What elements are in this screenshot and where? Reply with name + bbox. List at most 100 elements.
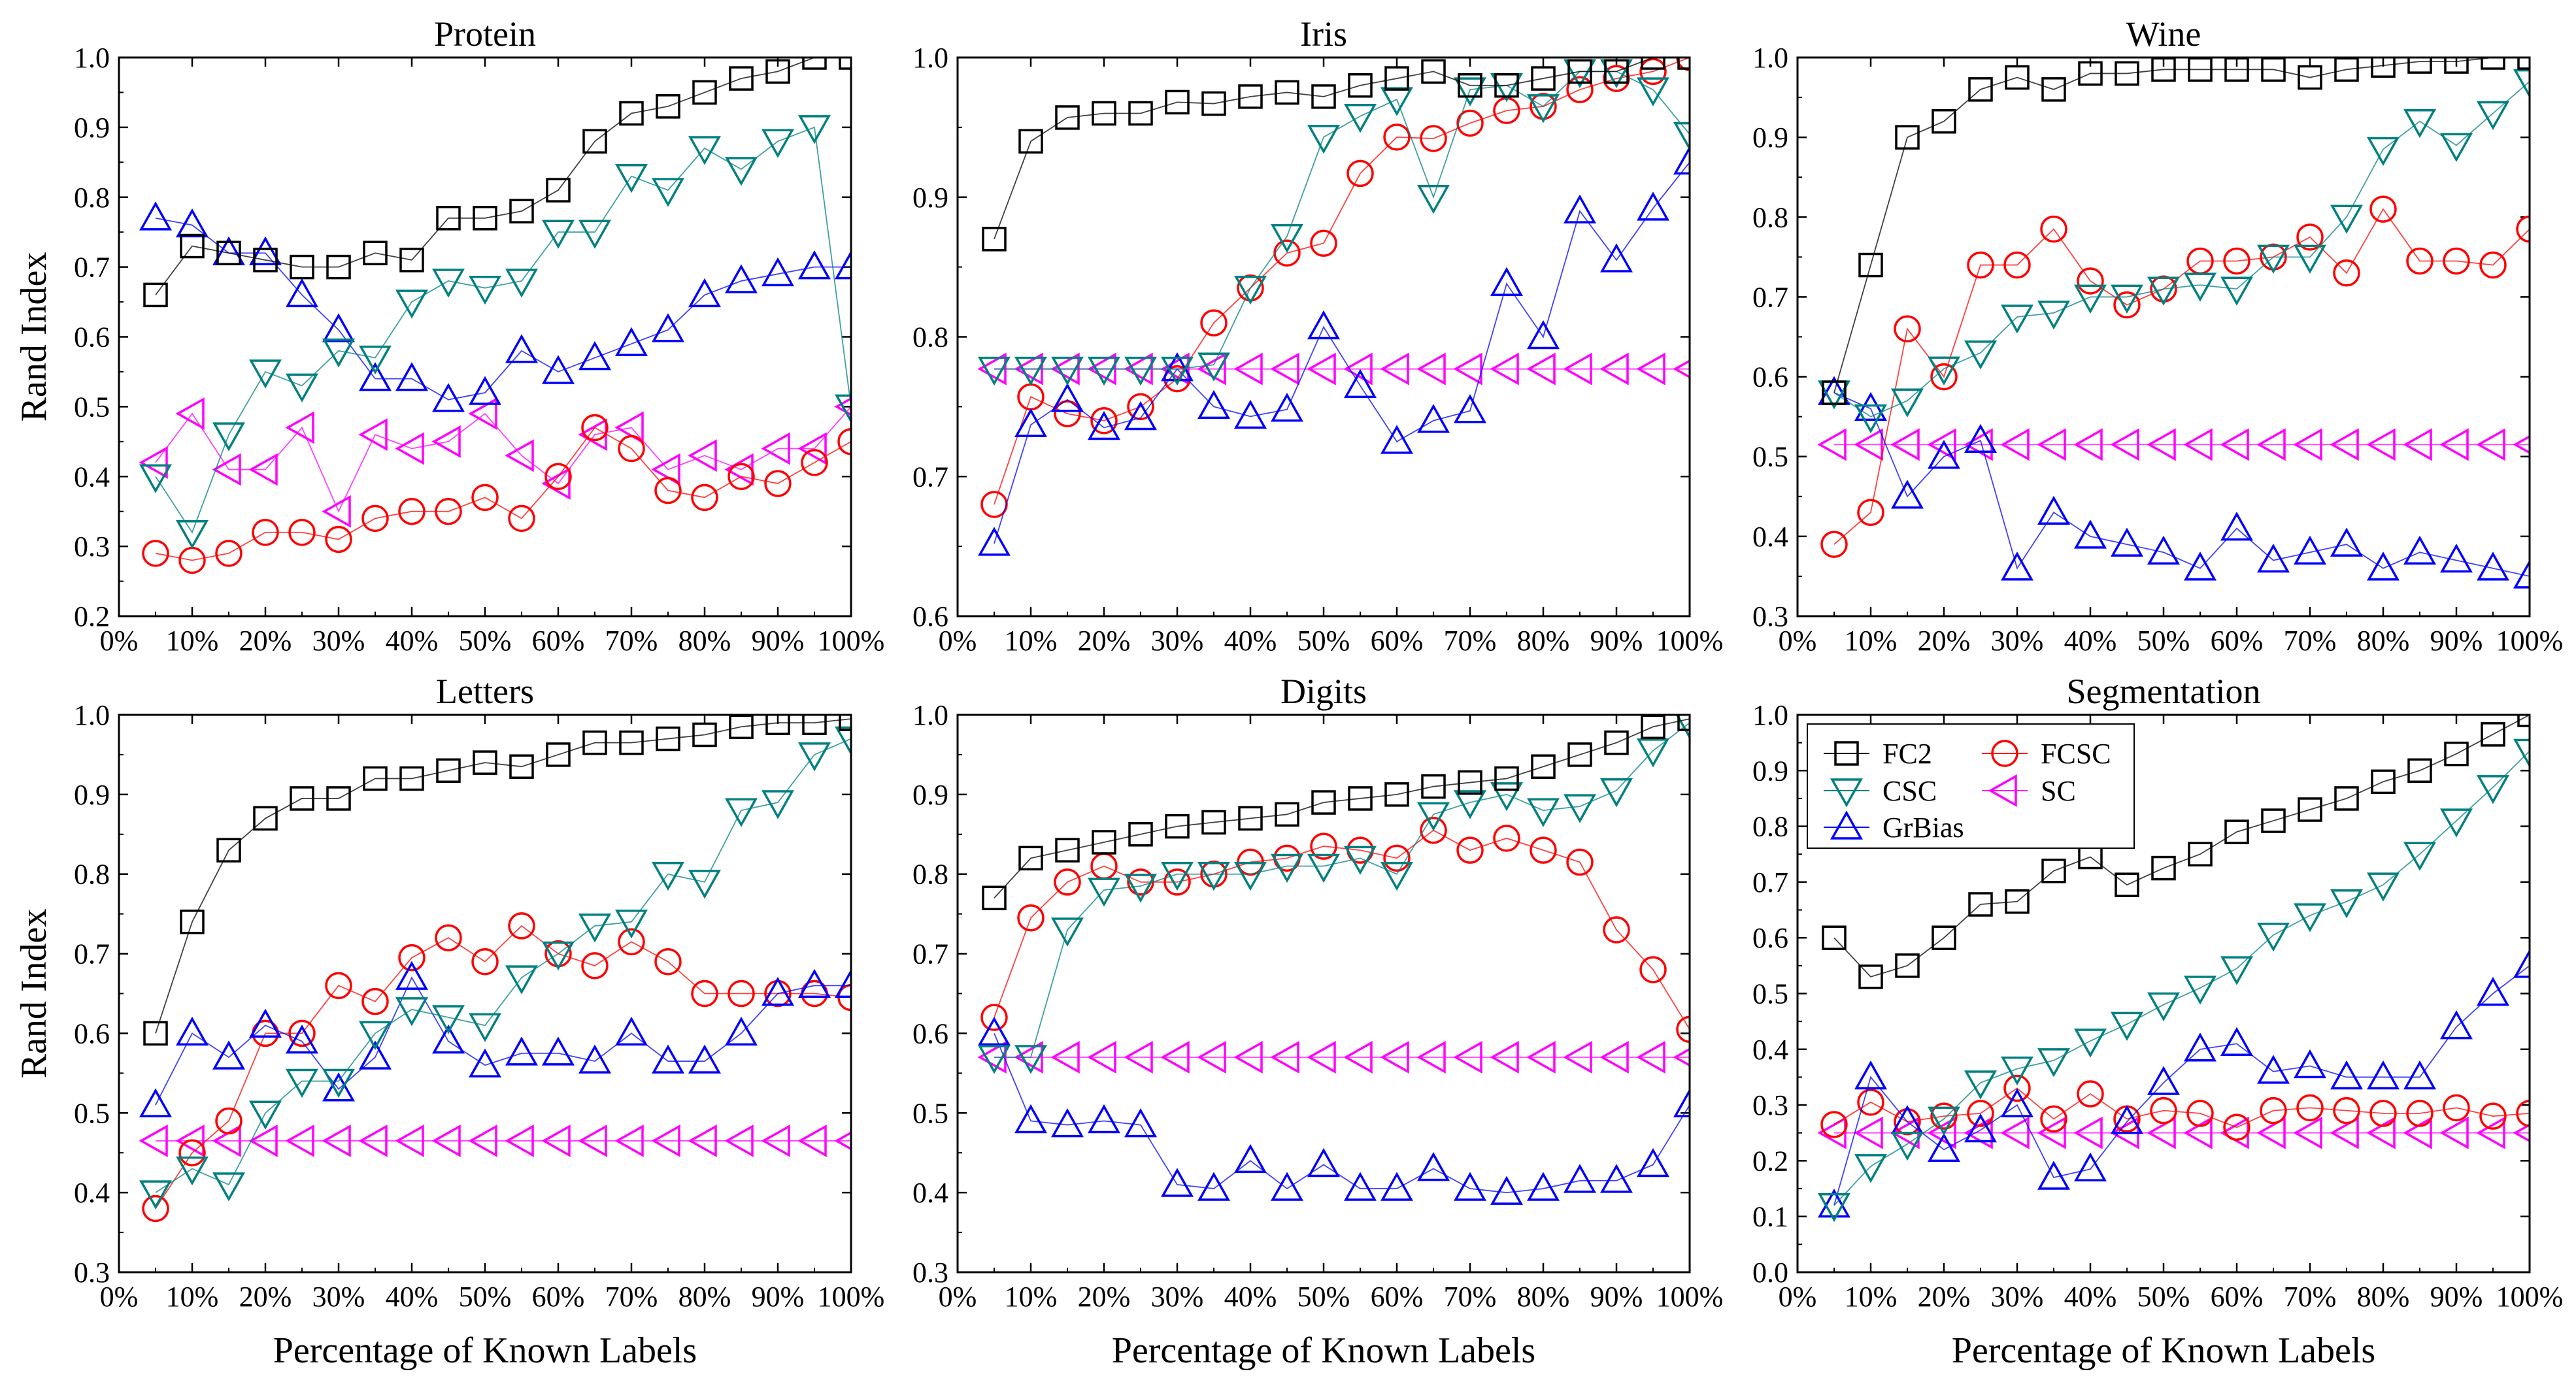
- data-point-fc2: [2481, 722, 2505, 747]
- x-tick-label: 100%: [2496, 625, 2564, 657]
- panel-frame: [118, 714, 852, 1274]
- x-tick-label: 20%: [1918, 1281, 1971, 1313]
- data-point-fcsc: [1857, 499, 1884, 526]
- y-axis-label: Rand Index: [14, 909, 54, 1079]
- data-point-grbias: [1161, 1168, 1194, 1197]
- data-point-csc: [505, 269, 538, 298]
- data-point-sc: [395, 432, 424, 465]
- y-tick-label: 1.0: [912, 42, 948, 74]
- data-point-grbias: [1600, 1164, 1633, 1193]
- data-point-fcsc: [2040, 215, 2067, 243]
- data-point-fc2: [1384, 66, 1409, 91]
- data-point-sc: [248, 1124, 278, 1157]
- data-point-grbias: [1854, 391, 1887, 421]
- data-point-fc2: [729, 66, 754, 91]
- data-point-csc: [2220, 276, 2253, 306]
- data-point-fc2: [216, 838, 241, 863]
- x-tick-label: 60%: [2211, 625, 2264, 657]
- data-point-fcsc: [1310, 229, 1337, 257]
- data-point-csc: [2403, 108, 2436, 139]
- data-point-csc: [1051, 917, 1084, 947]
- data-point-grbias: [1637, 191, 1669, 221]
- panel-iris: Iris 0% 10% 20% 30% 40% 50% 60% 70% 80% 90% 100% 0.6…: [912, 14, 1723, 657]
- data-point-grbias: [1051, 383, 1084, 412]
- data-point-grbias: [2477, 551, 2509, 581]
- x-tick-label: 60%: [1371, 625, 1424, 657]
- data-point-grbias: [2330, 527, 2363, 557]
- data-point-fc2: [1055, 838, 1080, 863]
- data-point-fcsc: [1493, 825, 1520, 852]
- data-point-fcsc: [1566, 848, 1594, 876]
- legend-label-fc2: FC2: [1882, 738, 1932, 770]
- data-point-sc: [1050, 1040, 1080, 1074]
- data-point-sc: [1526, 352, 1556, 386]
- data-point-grbias: [978, 527, 1011, 556]
- panel-segmentation: Segmentation 0% 10% 20% 30% 40% 50% 60% 70% 80% 90…: [1752, 672, 2563, 1371]
- data-point-csc: [1527, 94, 1560, 123]
- y-tick-label: 1.0: [74, 699, 110, 731]
- data-point-grbias: [1928, 1132, 1960, 1162]
- data-point-sc: [2147, 428, 2176, 461]
- data-point-csc: [2330, 205, 2363, 234]
- y-tick-label: 0.4: [1752, 1034, 1788, 1066]
- data-point-grbias: [139, 201, 172, 231]
- data-point-fc2: [1018, 846, 1043, 871]
- data-point-fcsc: [728, 463, 755, 490]
- data-point-sc: [175, 397, 205, 431]
- x-tick-label: 100%: [1656, 1281, 1724, 1313]
- data-point-sc: [285, 411, 314, 444]
- y-tick-label: 0.8: [912, 859, 948, 891]
- data-point-csc: [505, 965, 538, 995]
- data-point-csc: [1854, 404, 1887, 434]
- series-grbias: [139, 961, 851, 1117]
- data-point-sc: [1563, 1040, 1592, 1074]
- panel-frame: [118, 56, 852, 617]
- data-point-fc2: [2298, 797, 2322, 822]
- data-point-sc: [797, 432, 827, 465]
- data-point-fc2: [1968, 892, 1993, 917]
- x-tick-label: 50%: [459, 1281, 512, 1313]
- data-point-sc: [1817, 1116, 1847, 1149]
- data-point-fcsc: [398, 944, 426, 972]
- plot-area: [139, 58, 851, 574]
- data-point-sc: [2366, 428, 2396, 461]
- data-point-csc: [652, 861, 684, 891]
- data-point-fcsc: [2186, 1100, 2214, 1127]
- data-point-fcsc: [837, 428, 851, 455]
- data-point-csc: [286, 1068, 318, 1098]
- y-axis-label: Rand Index: [14, 252, 54, 422]
- x-tick-label: 90%: [2430, 1281, 2483, 1313]
- series-csc: [1818, 69, 2530, 434]
- data-point-fc2: [473, 750, 497, 775]
- x-tick-label: 30%: [1151, 625, 1204, 657]
- y-tick-label: 0.8: [1752, 811, 1788, 843]
- series-csc: [139, 115, 851, 550]
- data-point-csc: [1197, 352, 1230, 382]
- y-tick-label: 0.9: [912, 182, 948, 214]
- data-point-fcsc: [361, 504, 389, 533]
- x-tick-label: 40%: [2064, 625, 2117, 657]
- data-point-fc2: [2407, 758, 2432, 783]
- data-point-csc: [432, 1005, 465, 1034]
- y-tick-label: 0.2: [1752, 1145, 1788, 1177]
- series-csc: [139, 726, 851, 1209]
- x-tick-label: 80%: [1517, 1281, 1570, 1313]
- x-tick-label: 30%: [1991, 1281, 2044, 1313]
- data-point-fcsc: [215, 540, 243, 567]
- data-point-grbias: [798, 250, 831, 280]
- data-point-fcsc: [2003, 251, 2031, 279]
- series-line-fcsc: [994, 58, 1690, 505]
- data-point-grbias: [1454, 394, 1486, 423]
- data-point-fcsc: [1420, 125, 1447, 152]
- data-point-fcsc: [1347, 159, 1374, 188]
- x-tick-label: 70%: [2284, 1281, 2337, 1313]
- data-point-fcsc: [2223, 247, 2250, 275]
- data-point-grbias: [395, 362, 428, 391]
- data-point-sc: [1854, 428, 1883, 461]
- series-line-fc2: [155, 718, 851, 1034]
- data-point-csc: [1964, 340, 1997, 370]
- data-point-grbias: [1564, 1164, 1596, 1193]
- data-point-csc: [1014, 1045, 1047, 1074]
- series-fcsc: [1820, 1074, 2530, 1141]
- data-point-grbias: [2184, 1032, 2216, 1062]
